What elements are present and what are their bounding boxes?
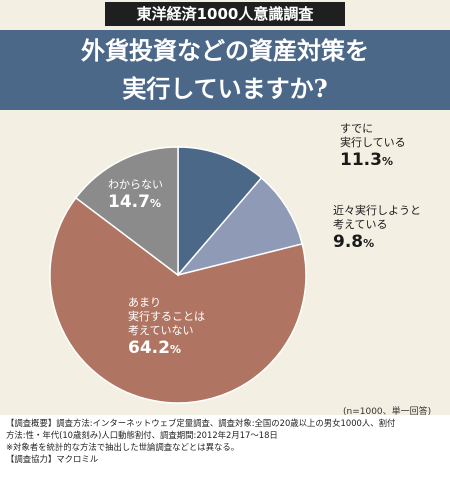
slice-label-not-considering-line-3: 考えていない bbox=[128, 324, 194, 337]
pie-slice-not-considering bbox=[49, 196, 307, 404]
sample-note: (n=1000、単一回答) bbox=[343, 407, 432, 417]
slice-unit-already: % bbox=[381, 155, 393, 168]
slice-label-not-considering: あまり 実行することは 考えていない 64.2% bbox=[128, 296, 205, 358]
notes-line-3: ※対象者を統計的な方法で抽出した世論調査などとは異なる。 bbox=[6, 442, 240, 452]
pie-slice-unknown bbox=[74, 146, 179, 277]
slice-value-already: 11.3 bbox=[340, 150, 382, 170]
slice-value-not-considering: 64.2 bbox=[128, 338, 170, 358]
slice-value-unknown: 14.7 bbox=[108, 192, 150, 212]
notes-line-1: 【調査概要】調査方法:インターネットウェブ定量調査、調査対象:全国の20歳以上の… bbox=[6, 418, 396, 428]
slice-label-already: すでに 実行している 11.3% bbox=[340, 122, 406, 170]
slice-unit-soon: % bbox=[363, 237, 375, 250]
slice-label-soon-line-2: 考えている bbox=[333, 218, 388, 231]
notes-line-4: 【調査協力】マクロミル bbox=[6, 454, 99, 464]
title-band bbox=[0, 30, 450, 110]
slice-value-soon: 9.8 bbox=[333, 232, 364, 252]
title-line-2: 実行していますか? bbox=[122, 74, 328, 103]
slice-label-already-line-1: すでに bbox=[340, 122, 374, 135]
slice-unit-not-considering: % bbox=[169, 343, 181, 356]
survey-notes: 【調査概要】調査方法:インターネットウェブ定量調査、調査対象:全国の20歳以上の… bbox=[0, 415, 450, 485]
slice-label-unknown: わからない 14.7% bbox=[108, 178, 163, 212]
slice-label-soon: 近々実行しようと 考えている 9.8% bbox=[333, 204, 421, 252]
pie-slice-already bbox=[177, 146, 263, 278]
slice-label-not-considering-line-1: あまり bbox=[128, 296, 161, 309]
title-line-1: 外貨投資などの資産対策を bbox=[81, 36, 369, 65]
slice-label-soon-line-1: 近々実行しようと bbox=[333, 204, 421, 217]
survey-tag: 東洋経済1000人意識調査 bbox=[105, 2, 345, 26]
slice-label-unknown-line-1: わからない bbox=[108, 178, 163, 191]
slice-label-already-line-2: 実行している bbox=[340, 136, 406, 149]
slice-label-not-considering-line-2: 実行することは bbox=[128, 310, 205, 323]
pie-slice-soon bbox=[175, 176, 304, 277]
slice-unit-unknown: % bbox=[149, 197, 161, 210]
notes-line-2: 方法:性・年代(10歳刻み)人口動態割付、調査期間:2012年2月17～18日 bbox=[6, 430, 278, 440]
pie-chart bbox=[49, 146, 307, 404]
